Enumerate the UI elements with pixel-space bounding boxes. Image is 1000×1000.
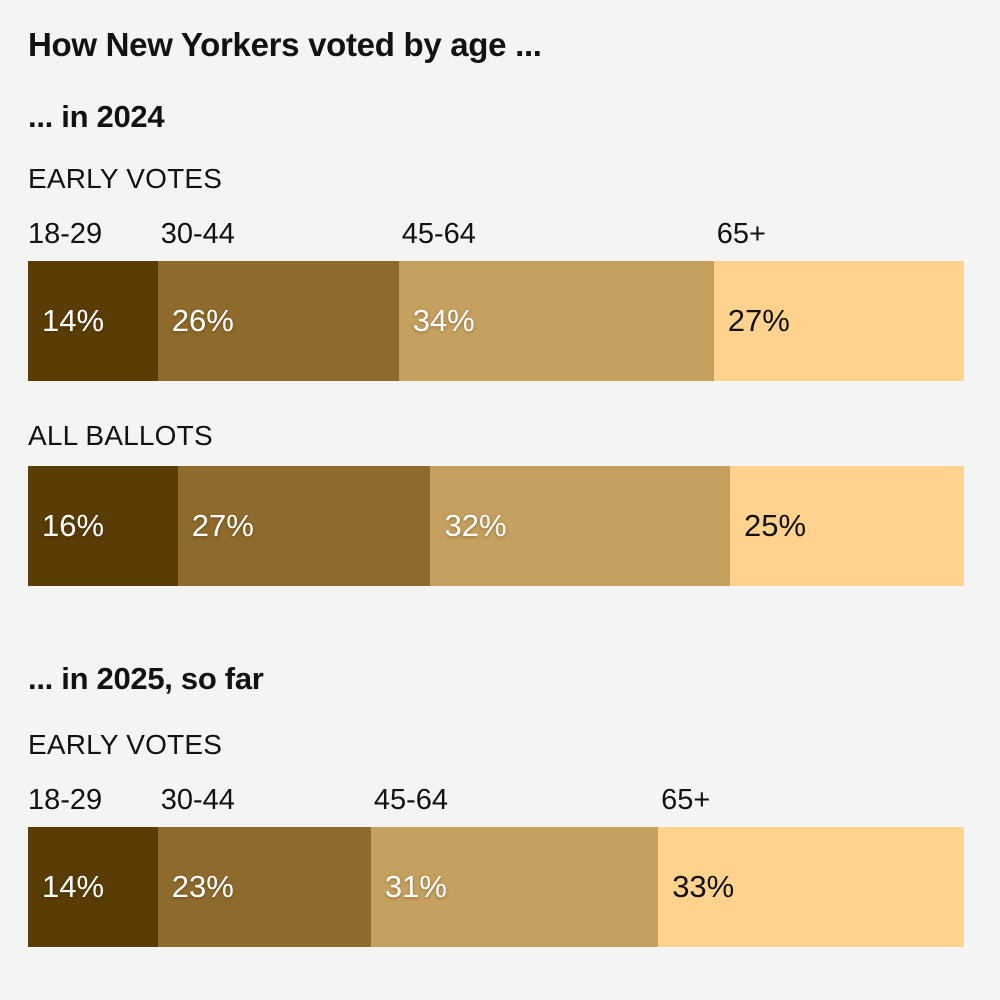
age-label: 45-64 xyxy=(401,217,476,250)
chart-section: ... in 2024 EARLY VOTES 18-29 30-44 45-64 65+… xyxy=(28,98,965,586)
age-label: 18-29 xyxy=(28,783,103,816)
bar-segment: 27% xyxy=(177,465,431,586)
value-label: 14% xyxy=(42,303,105,339)
value-label: 27% xyxy=(727,303,790,339)
age-labels-row: 18-29 30-44 45-64 65+ xyxy=(28,779,964,815)
stacked-bar: 16% 27% 32% 25% xyxy=(28,465,964,586)
value-label: 14% xyxy=(42,869,105,905)
bar-segment: 32% xyxy=(430,465,730,586)
bar-segment: 33% xyxy=(658,826,965,947)
age-label: 65+ xyxy=(716,217,766,250)
age-label: 18-29 xyxy=(28,217,103,250)
stacked-bar: 14% 26% 34% 27% xyxy=(28,260,965,381)
age-label: 30-44 xyxy=(160,217,235,250)
bar-segment: 27% xyxy=(713,260,965,381)
section-heading: ... in 2024 xyxy=(28,98,165,134)
bar-group-label: EARLY VOTES xyxy=(28,163,223,195)
bar-group-label: EARLY VOTES xyxy=(28,728,223,760)
bar-segment: 16% xyxy=(28,465,178,586)
bar-segment: 23% xyxy=(157,826,371,947)
stacked-bar: 14% 23% 31% 33% xyxy=(28,826,965,947)
age-label: 30-44 xyxy=(160,783,235,816)
value-label: 26% xyxy=(171,303,234,339)
bar-segment: 31% xyxy=(370,826,659,947)
sections-container: ... in 2024 EARLY VOTES 18-29 30-44 45-64 65+… xyxy=(28,98,965,947)
age-label: 65+ xyxy=(661,783,711,816)
age-label: 45-64 xyxy=(373,783,449,816)
value-label: 32% xyxy=(444,508,507,544)
bar-segment: 26% xyxy=(157,260,399,381)
value-label: 33% xyxy=(672,869,735,905)
value-label: 31% xyxy=(384,869,447,905)
value-label: 25% xyxy=(744,508,807,544)
value-label: 23% xyxy=(171,869,234,905)
bar-segment: 14% xyxy=(28,826,158,947)
age-labels-row: 18-29 30-44 45-64 65+ xyxy=(28,213,964,249)
bar-segment: 25% xyxy=(730,465,964,586)
bar-group-label: ALL BALLOTS xyxy=(28,419,213,451)
value-label: 27% xyxy=(191,508,254,544)
chart-section: ... in 2025, so far EARLY VOTES 18-29 30-44… xyxy=(28,660,965,947)
bar-segment: 14% xyxy=(28,260,158,381)
page-title: How New Yorkers voted by age ... xyxy=(28,26,542,63)
value-label: 34% xyxy=(412,303,475,339)
bar-segment: 34% xyxy=(398,260,714,381)
section-heading: ... in 2025, so far xyxy=(28,660,264,696)
value-label: 16% xyxy=(42,508,105,544)
